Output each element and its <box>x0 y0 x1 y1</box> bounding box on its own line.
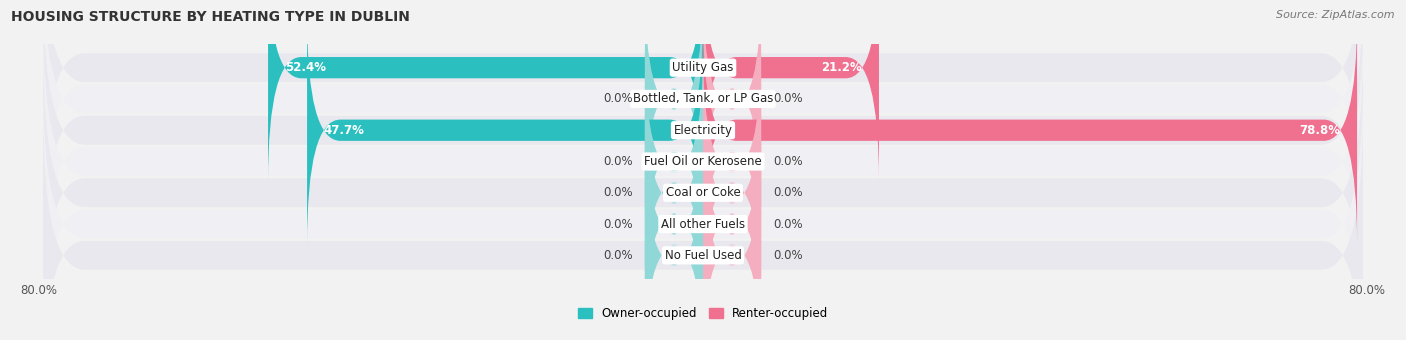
FancyBboxPatch shape <box>703 47 761 276</box>
Text: HOUSING STRUCTURE BY HEATING TYPE IN DUBLIN: HOUSING STRUCTURE BY HEATING TYPE IN DUB… <box>11 10 411 24</box>
FancyBboxPatch shape <box>44 0 1362 241</box>
Text: 0.0%: 0.0% <box>603 92 633 105</box>
Text: Utility Gas: Utility Gas <box>672 61 734 74</box>
Text: 21.2%: 21.2% <box>821 61 862 74</box>
FancyBboxPatch shape <box>645 47 703 276</box>
FancyBboxPatch shape <box>645 141 703 340</box>
FancyBboxPatch shape <box>645 0 703 214</box>
Text: 0.0%: 0.0% <box>603 218 633 231</box>
FancyBboxPatch shape <box>44 0 1362 272</box>
Text: 0.0%: 0.0% <box>773 92 803 105</box>
Text: 78.8%: 78.8% <box>1299 124 1340 137</box>
Text: 0.0%: 0.0% <box>773 155 803 168</box>
FancyBboxPatch shape <box>703 0 761 214</box>
FancyBboxPatch shape <box>645 78 703 307</box>
Text: 0.0%: 0.0% <box>603 186 633 199</box>
FancyBboxPatch shape <box>44 51 1362 335</box>
Text: 0.0%: 0.0% <box>773 249 803 262</box>
FancyBboxPatch shape <box>269 0 703 182</box>
FancyBboxPatch shape <box>44 82 1362 340</box>
FancyBboxPatch shape <box>44 0 1362 210</box>
Text: Bottled, Tank, or LP Gas: Bottled, Tank, or LP Gas <box>633 92 773 105</box>
Text: 0.0%: 0.0% <box>773 186 803 199</box>
FancyBboxPatch shape <box>703 141 761 340</box>
Text: Fuel Oil or Kerosene: Fuel Oil or Kerosene <box>644 155 762 168</box>
Text: Source: ZipAtlas.com: Source: ZipAtlas.com <box>1277 10 1395 20</box>
Text: Coal or Coke: Coal or Coke <box>665 186 741 199</box>
Text: 47.7%: 47.7% <box>323 124 364 137</box>
FancyBboxPatch shape <box>703 78 761 307</box>
FancyBboxPatch shape <box>703 109 761 339</box>
Text: Electricity: Electricity <box>673 124 733 137</box>
FancyBboxPatch shape <box>645 109 703 339</box>
Text: 52.4%: 52.4% <box>284 61 326 74</box>
Text: No Fuel Used: No Fuel Used <box>665 249 741 262</box>
FancyBboxPatch shape <box>307 16 703 245</box>
Text: 0.0%: 0.0% <box>603 249 633 262</box>
Text: 0.0%: 0.0% <box>773 218 803 231</box>
FancyBboxPatch shape <box>44 19 1362 304</box>
FancyBboxPatch shape <box>703 0 879 182</box>
Text: All other Fuels: All other Fuels <box>661 218 745 231</box>
Text: 0.0%: 0.0% <box>603 155 633 168</box>
FancyBboxPatch shape <box>44 113 1362 340</box>
Legend: Owner-occupied, Renter-occupied: Owner-occupied, Renter-occupied <box>572 302 834 324</box>
FancyBboxPatch shape <box>703 16 1357 245</box>
